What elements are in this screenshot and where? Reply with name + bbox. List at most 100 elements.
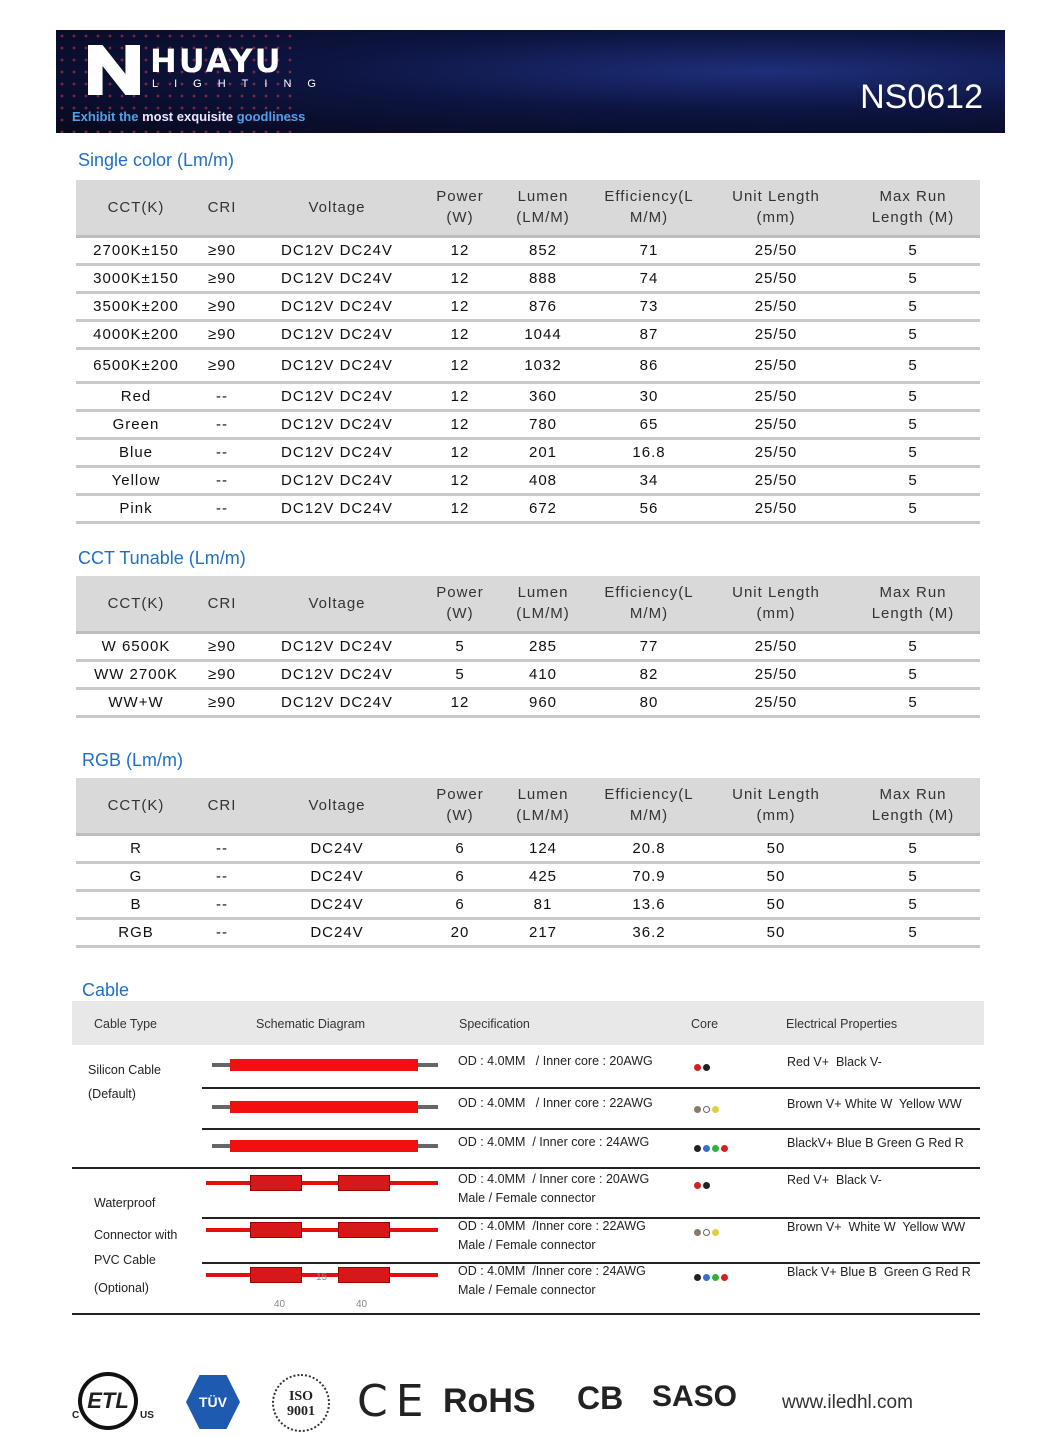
column-header: Max Run Length (M) (846, 778, 980, 836)
cable-schematic (200, 1266, 445, 1296)
core-dot (712, 1145, 719, 1152)
table-cell: 12 (426, 292, 494, 322)
core-dot (694, 1064, 701, 1071)
column-header: CCT(K) (76, 180, 196, 238)
table-cell: 4000K±200 (76, 320, 196, 350)
core-dot (694, 1182, 701, 1189)
table-row: 6500K±200 ≥90 DC12V DC24V 12 1032 86 25/50 5 (76, 348, 980, 384)
brand-name: HUAYU (150, 42, 283, 80)
cable-spec: OD : 4.0MM / Inner core : 24AWG (458, 1135, 650, 1149)
table-row: W 6500K ≥90 DC12V DC24V 5 285 77 25/50 5 (76, 632, 980, 662)
core-dot (703, 1145, 710, 1152)
table-cell: 5 (846, 236, 980, 266)
table-cell: 6500K±200 (76, 348, 196, 384)
column-header: Power (W) (426, 180, 494, 238)
cable-schematic (200, 1056, 445, 1086)
divider (202, 1128, 980, 1130)
table-row: Red -- DC12V DC24V 12 360 30 25/50 5 (76, 382, 980, 412)
table-row: G -- DC24V 6 425 70.9 50 5 (76, 862, 980, 892)
silicone-cable-icon (230, 1101, 418, 1113)
cable-type-label: Waterproof (94, 1196, 156, 1210)
table-cell: 77 (592, 632, 706, 662)
table-row: R -- DC24V 6 124 20.8 50 5 (76, 834, 980, 864)
cable-schematic (200, 1098, 445, 1128)
table-cell: 1032 (494, 348, 592, 384)
table-cell: 5 (846, 438, 980, 468)
table-row: Yellow -- DC12V DC24V 12 408 34 25/50 5 (76, 466, 980, 496)
table-row: 3500K±200 ≥90 DC12V DC24V 12 876 73 25/50 5 (76, 292, 980, 322)
table-cell: DC12V DC24V (248, 236, 426, 266)
cable-spec: OD : 4.0MM / Inner core : 22AWG (458, 1096, 653, 1110)
table-cell: 888 (494, 264, 592, 294)
core-dot (721, 1145, 728, 1152)
cable-schematic (200, 1221, 445, 1251)
silicone-cable-icon (230, 1059, 418, 1071)
table-cell: 3500K±200 (76, 292, 196, 322)
table-cell: 5 (846, 918, 980, 948)
table-cell: 876 (494, 292, 592, 322)
cable-spec: OD : 4.0MM / Inner core : 20AWG (458, 1054, 653, 1068)
table-cell: 5 (426, 660, 494, 690)
etl-us: US (140, 1410, 154, 1421)
cable-row: OD : 4.0MM / Inner core : 24AWG BlackV+ B… (200, 1135, 980, 1177)
core-dot (703, 1064, 710, 1071)
table-cell: 5 (846, 382, 980, 412)
female-connector-icon (338, 1175, 390, 1191)
dimension-label: 40 (356, 1299, 368, 1310)
table-cell: 5 (846, 264, 980, 294)
table-cell: 285 (494, 632, 592, 662)
column-header: CRI (196, 576, 248, 634)
table-cell: 25/50 (706, 632, 846, 662)
cable-type-label: PVC Cable (94, 1253, 156, 1267)
table-cell: 80 (592, 688, 706, 718)
table-cell: 5 (846, 466, 980, 496)
table-cell: DC24V (248, 834, 426, 864)
table-cell: 25/50 (706, 264, 846, 294)
column-header: Power (W) (426, 778, 494, 836)
cable-row: OD : 4.0MM / Inner core : 20AWG Red V+ Bl… (200, 1054, 980, 1096)
table-cell: 13.6 (592, 890, 706, 920)
female-connector-icon (338, 1222, 390, 1238)
table-cell: 12 (426, 320, 494, 350)
column-header: Voltage (248, 778, 426, 836)
divider (202, 1217, 980, 1219)
section-title: Single color (Lm/m) (78, 150, 235, 170)
dimension-label: 15 (316, 1272, 328, 1283)
cable-spec: OD : 4.0MM /Inner core : 22AWG (458, 1219, 646, 1233)
table-cell: 6 (426, 834, 494, 864)
table-row: RGB -- DC24V 20 217 36.2 50 5 (76, 918, 980, 948)
section-title: CCT Tunable (Lm/m) (78, 548, 246, 568)
column-header: Unit Length (mm) (706, 180, 846, 238)
section-title: RGB (Lm/m) (82, 750, 183, 770)
cable-column-header: Schematic Diagram (256, 1017, 366, 1031)
iso-logo: ISO 9001 (272, 1374, 330, 1432)
cable-row: OD : 4.0MM /Inner core : 24AWG Male / Fem… (200, 1264, 980, 1306)
website[interactable]: www.iledhl.com (782, 1392, 913, 1413)
core-dot (694, 1274, 701, 1281)
table-cell: 960 (494, 688, 592, 718)
table-cell: WW+W (76, 688, 196, 718)
table-row: Green -- DC12V DC24V 12 780 65 25/50 5 (76, 410, 980, 440)
cable-spec: Male / Female connector (458, 1283, 596, 1297)
cable-spec: Male / Female connector (458, 1191, 596, 1205)
table-cell: Green (76, 410, 196, 440)
table-cell: R (76, 834, 196, 864)
core-dot (694, 1229, 701, 1236)
table-cell: DC12V DC24V (248, 688, 426, 718)
table-cell: DC12V DC24V (248, 494, 426, 524)
table-cell: 5 (846, 494, 980, 524)
column-header: Max Run Length (M) (846, 180, 980, 238)
electrical-properties: Red V+ Black V- (787, 1173, 882, 1187)
cable-type-label: (Optional) (94, 1281, 149, 1295)
column-header: Power (W) (426, 576, 494, 634)
table-header: CCT(K) CRI Voltage Power (W) Lumen (LM/M) Effic… (76, 180, 980, 238)
column-header: Lumen (LM/M) (494, 180, 592, 238)
table-cell: Yellow (76, 466, 196, 496)
table-cell: DC12V DC24V (248, 382, 426, 412)
ce-logo: CE (357, 1376, 432, 1427)
divider (72, 1167, 980, 1169)
tagline: Exhibit the most exquisite goodliness (72, 109, 306, 124)
cb-logo: CB (577, 1380, 624, 1416)
table-cell: 12 (426, 382, 494, 412)
table-cell: 672 (494, 494, 592, 524)
